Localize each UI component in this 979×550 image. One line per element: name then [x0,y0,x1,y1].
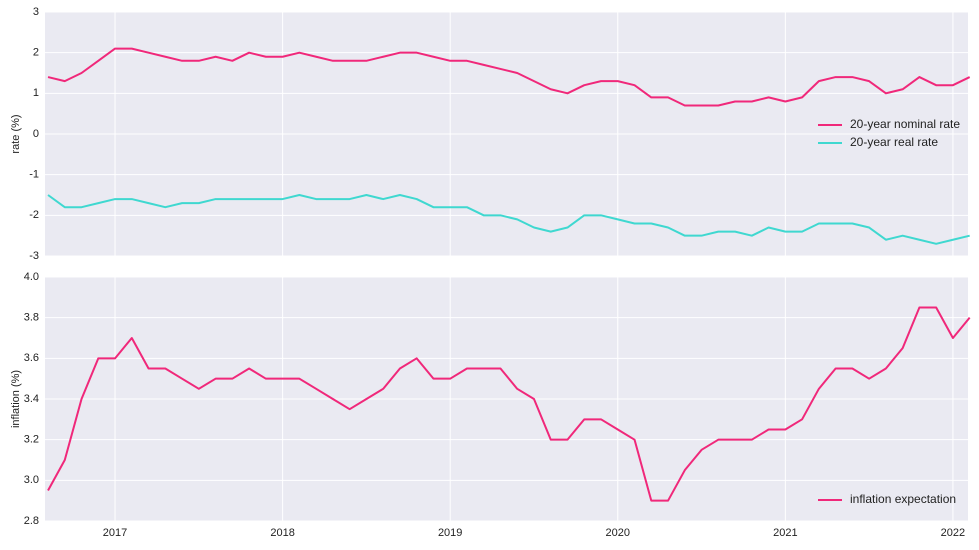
x-tick-label: 2019 [438,527,462,539]
x-tick-label: 2018 [270,527,294,539]
y-tick-label: 3.8 [24,312,39,324]
y-tick-label: 3 [33,6,39,18]
x-tick-label: 2020 [606,527,630,539]
y-tick-label: 0 [33,128,39,140]
y-axis-label: rate (%) [10,114,22,153]
data-line [47,306,971,502]
y-tick-label: 4.0 [24,271,39,283]
data-line [47,194,970,245]
y-tick-label: 2 [33,47,39,59]
y-axis-label: inflation (%) [10,370,22,428]
legend-label: 20-year real rate [850,135,938,149]
legend-label: inflation expectation [850,492,956,506]
y-tick-label: 2.8 [24,515,39,527]
y-tick-label: -2 [29,209,39,221]
y-tick-label: 1 [33,87,39,99]
y-tick-label: 3.6 [24,352,39,364]
data-line [47,47,971,107]
x-tick-label: 2017 [103,527,127,539]
y-tick-label: -1 [29,169,39,181]
y-tick-label: 3.2 [24,434,39,446]
legend-label: 20-year nominal rate [850,117,960,131]
x-tick-label: 2022 [941,527,965,539]
x-tick-label: 2021 [773,527,797,539]
y-tick-label: 3.4 [24,393,39,405]
y-tick-label: 3.0 [24,474,39,486]
y-tick-label: -3 [29,250,39,262]
